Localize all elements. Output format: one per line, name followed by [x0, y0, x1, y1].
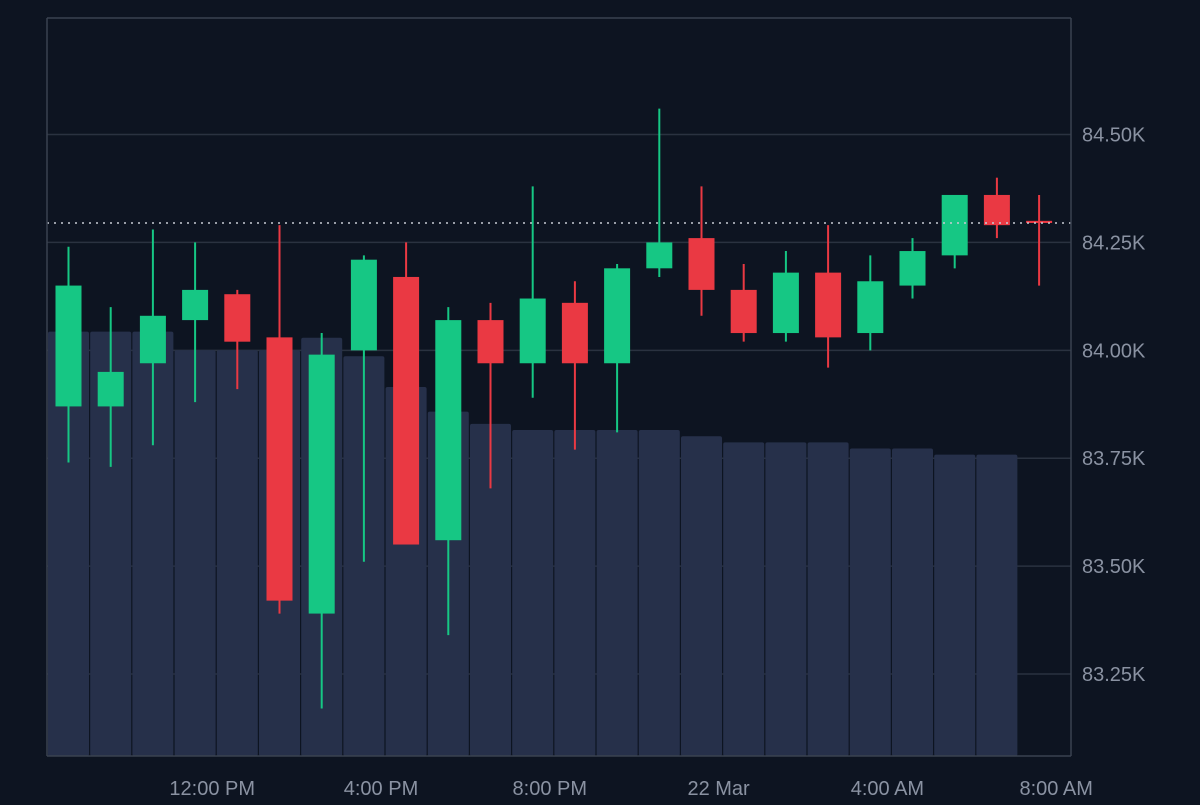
volume-bar [807, 442, 849, 756]
price-tick-label: 84.00K [1082, 340, 1146, 362]
candle-down [815, 225, 842, 368]
candle-up [646, 108, 673, 277]
candle-down [393, 242, 420, 545]
time-axis: 12:00 PM 4:00 PM 8:00 PM 22 Mar 4:00 AM 8:00 … [169, 778, 1093, 800]
volume-bar [638, 430, 680, 756]
price-tick-label: 84.25K [1082, 232, 1146, 254]
volume-bar [512, 430, 554, 756]
price-tick-label: 83.50K [1082, 556, 1146, 578]
volume-bar [934, 454, 976, 756]
candle-body [477, 320, 504, 364]
candle-down [561, 281, 588, 450]
candle-body [772, 272, 799, 334]
time-tick-label: 12:00 PM [169, 778, 255, 800]
candle-body [55, 285, 82, 407]
volume-bar [681, 436, 722, 756]
volume-bar [48, 331, 89, 756]
price-axis: 83.25K 83.50K 83.75K 84.00K 84.25K 84.50K [1082, 125, 1146, 686]
candle-down [477, 302, 504, 489]
candle-body [139, 315, 166, 364]
candle-body [646, 242, 673, 269]
candle-body [97, 371, 124, 407]
candle-down [224, 289, 251, 390]
candle-body [308, 354, 335, 614]
volume-bar [174, 350, 216, 756]
candle-down [983, 177, 1010, 239]
candle-up [97, 307, 124, 467]
candle-up [857, 255, 884, 351]
volume-bar [132, 331, 174, 756]
time-tick-label: 22 Mar [687, 778, 750, 800]
candle-up [519, 186, 546, 398]
volume-bar [554, 430, 596, 756]
volume-bars [48, 331, 1018, 756]
volume-bar [470, 423, 511, 756]
candle-up [435, 307, 462, 636]
volume-bar [216, 350, 258, 756]
candle-body [899, 251, 926, 286]
candle-up [55, 246, 82, 463]
volume-bar [849, 448, 891, 756]
volume-bar [90, 331, 132, 756]
time-tick-label: 8:00 AM [1020, 778, 1093, 800]
candle-up [182, 242, 209, 403]
time-tick-label: 4:00 AM [851, 778, 924, 800]
volume-bar [976, 454, 1018, 756]
candle-up [604, 264, 631, 433]
chart-frame [46, 17, 1072, 757]
candle-down [688, 186, 715, 316]
candle-down [1026, 194, 1053, 286]
candle-up [941, 194, 968, 269]
candle-body [1026, 220, 1053, 223]
candle-up [772, 251, 799, 342]
candle-body [435, 320, 462, 541]
volume-bar [723, 442, 765, 756]
volume-bar [892, 448, 933, 756]
candle-body [266, 337, 293, 601]
candle-up [308, 333, 335, 709]
time-tick-label: 8:00 PM [513, 778, 587, 800]
volume-bar [765, 442, 807, 756]
candle-body [182, 289, 209, 321]
price-tick-label: 83.75K [1082, 448, 1146, 470]
candle-body [350, 259, 377, 351]
candle-body [983, 194, 1010, 226]
candle-up [139, 229, 166, 446]
candle-body [393, 276, 420, 545]
volume-bar [596, 430, 638, 756]
price-tick-label: 83.25K [1082, 664, 1146, 686]
candles [55, 108, 1053, 709]
candle-body [688, 238, 715, 290]
candle-down [266, 225, 293, 614]
candle-up [899, 238, 926, 299]
candle-body [730, 289, 757, 334]
candle-body [224, 294, 251, 342]
candle-up [350, 255, 377, 562]
candle-body [561, 302, 588, 364]
price-tick-label: 84.50K [1082, 125, 1146, 147]
candle-down [730, 264, 757, 342]
candle-body [815, 272, 842, 338]
candle-body [857, 281, 884, 334]
candle-body [604, 268, 631, 364]
time-tick-label: 4:00 PM [344, 778, 418, 800]
candle-body [941, 194, 968, 256]
candle-body [519, 298, 546, 364]
